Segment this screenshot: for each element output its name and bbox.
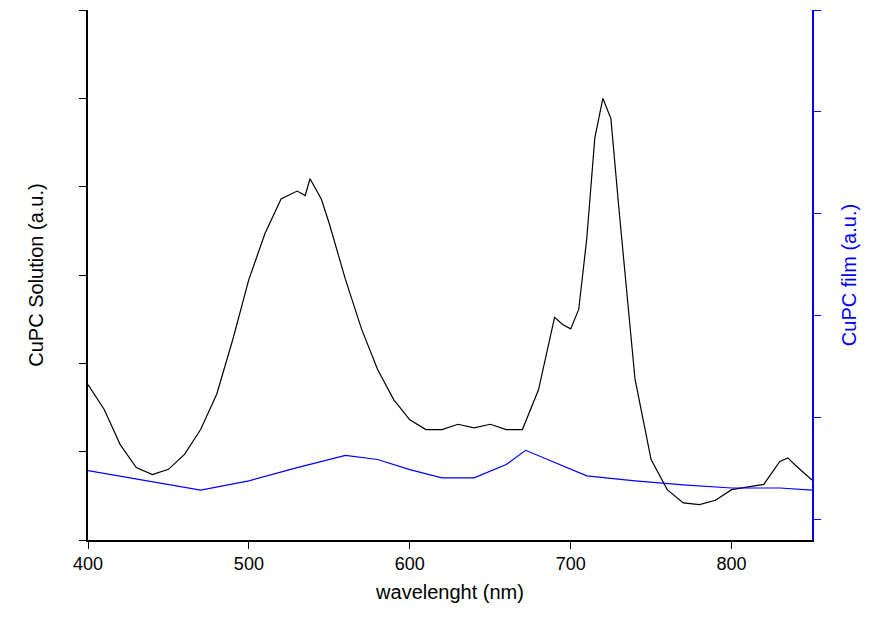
svg-text:CuPC film (a.u.): CuPC film (a.u.) [838,204,860,346]
svg-text:CuPC Solution (a.u.): CuPC Solution (a.u.) [25,183,47,366]
svg-text:700: 700 [556,554,586,574]
svg-text:400: 400 [73,554,103,574]
svg-text:500: 500 [234,554,264,574]
svg-text:800: 800 [717,554,747,574]
svg-text:wavelenght (nm): wavelenght (nm) [375,581,524,603]
svg-text:600: 600 [395,554,425,574]
